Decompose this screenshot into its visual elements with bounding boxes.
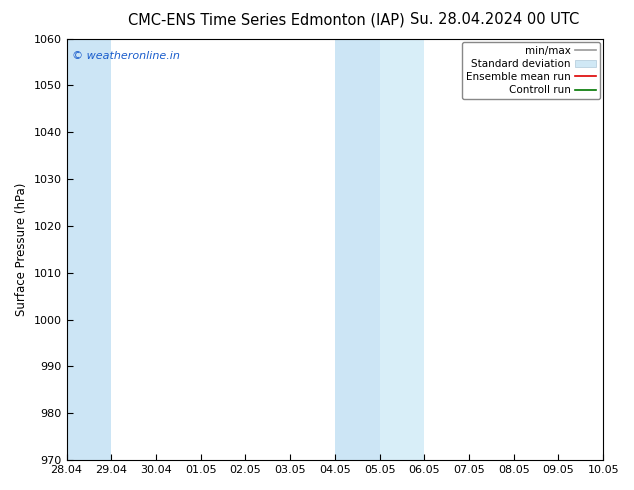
Bar bbox=[380, 39, 424, 460]
Text: © weatheronline.in: © weatheronline.in bbox=[72, 51, 180, 61]
Bar bbox=[335, 39, 380, 460]
Text: CMC-ENS Time Series Edmonton (IAP): CMC-ENS Time Series Edmonton (IAP) bbox=[128, 12, 404, 27]
Bar bbox=[67, 39, 111, 460]
Text: Su. 28.04.2024 00 UTC: Su. 28.04.2024 00 UTC bbox=[410, 12, 579, 27]
Legend: min/max, Standard deviation, Ensemble mean run, Controll run: min/max, Standard deviation, Ensemble me… bbox=[462, 42, 600, 99]
Y-axis label: Surface Pressure (hPa): Surface Pressure (hPa) bbox=[15, 183, 28, 316]
